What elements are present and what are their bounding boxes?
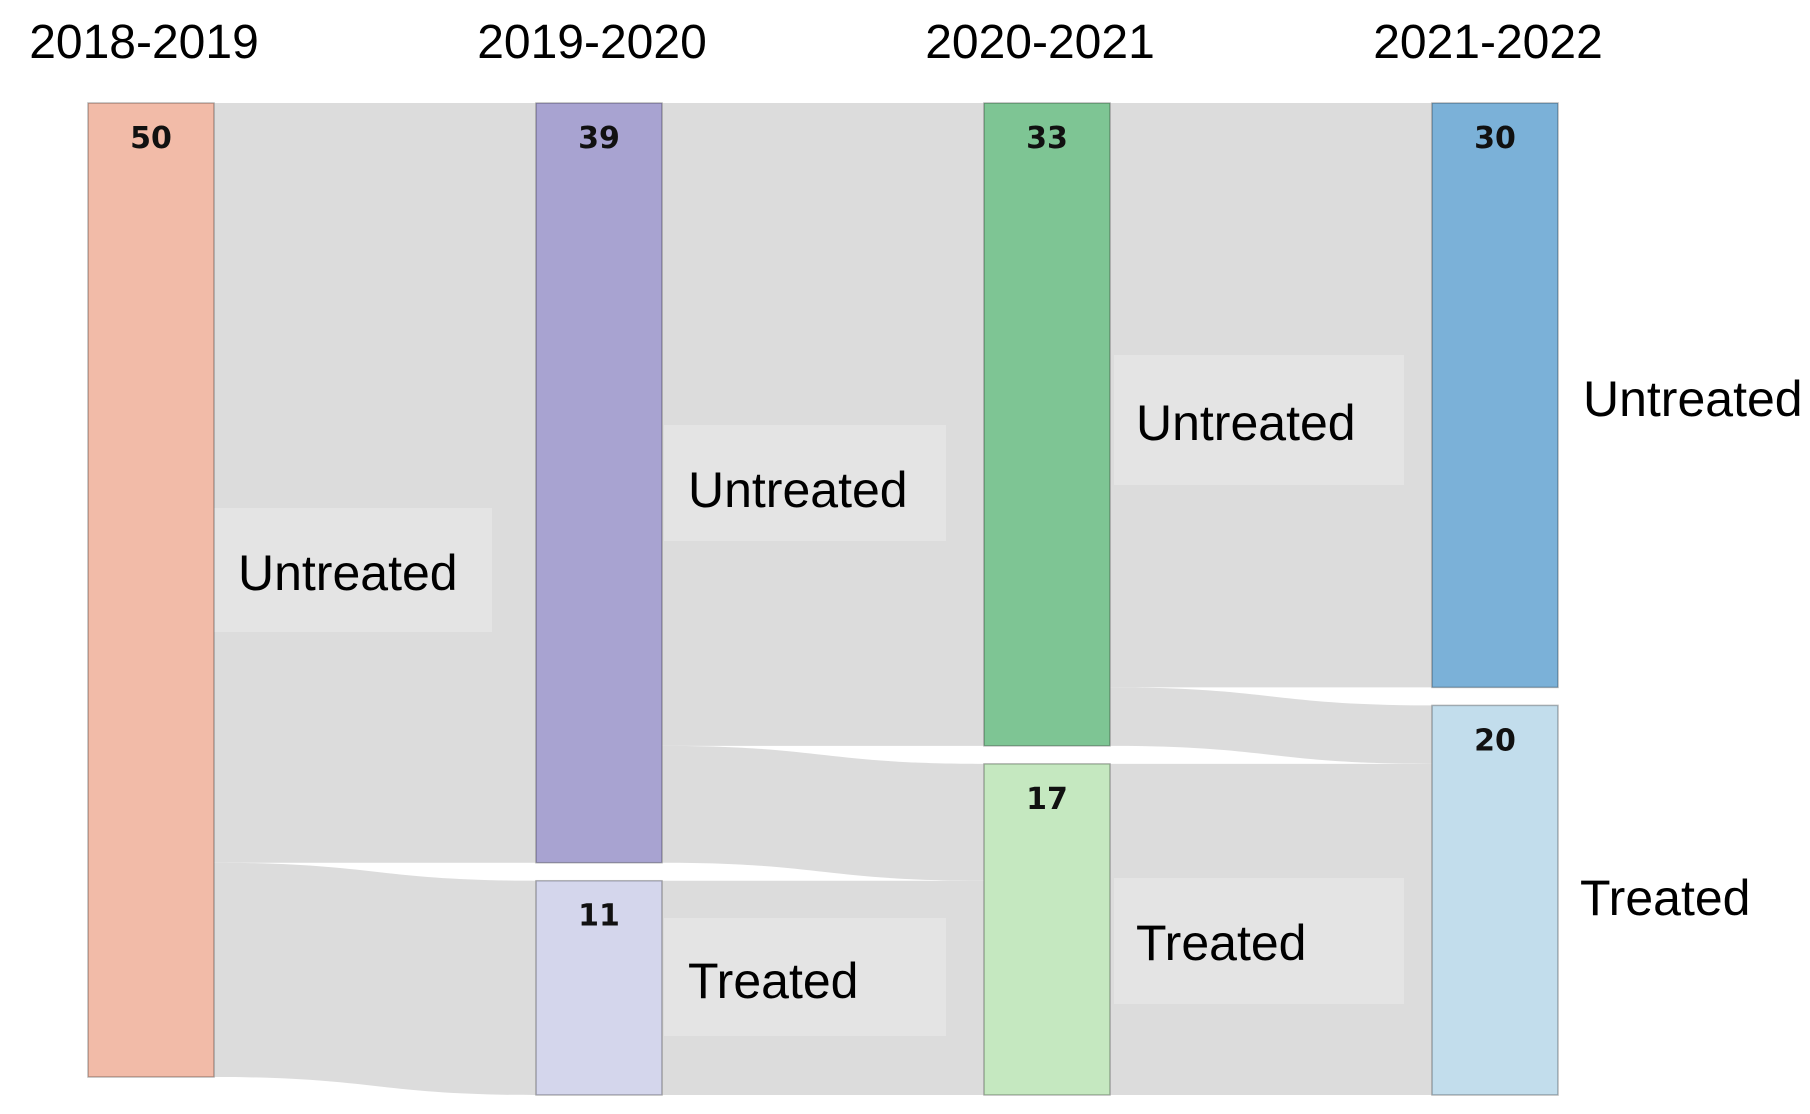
node-c2_untreated — [983, 102, 1111, 747]
node-value-c3_untreated: 30 — [1474, 121, 1516, 156]
label-untreated-2019-2020: Untreated — [688, 462, 908, 518]
label-treated-2019-2020: Treated — [688, 953, 858, 1009]
flow-c2_untreated-to-c3_treated — [1110, 687, 1432, 764]
node-c3_untreated — [1431, 102, 1559, 689]
label-treated-2020-2021: Treated — [1136, 915, 1306, 971]
label-untreated-2020-2021: Untreated — [1136, 395, 1356, 451]
label-background-1 — [664, 425, 946, 541]
nodes-layer: 50 39 11 33 17 30 20 — [87, 102, 1559, 1096]
label-background-3 — [1114, 355, 1404, 485]
label-untreated-2018-2019: Untreated — [238, 545, 458, 601]
flow-c1_untreated-to-c2_treated — [662, 745, 984, 881]
label-untreated-2021-2022: Untreated — [1583, 371, 1803, 427]
flow-c1_untreated-to-c2_untreated — [662, 103, 984, 746]
label-background-2 — [664, 918, 946, 1036]
node-value-c1_treated: 11 — [578, 899, 620, 934]
node-c0_untreated — [87, 102, 215, 1078]
node-value-c1_untreated: 39 — [578, 121, 620, 156]
node-value-c3_treated: 20 — [1474, 723, 1516, 758]
node-c1_untreated — [535, 102, 663, 864]
column-title-2018-2019: 2018-2019 — [29, 16, 259, 69]
node-c2_treated — [983, 763, 1111, 1096]
node-value-c2_treated: 17 — [1026, 782, 1068, 817]
label-background-4 — [1114, 878, 1404, 1004]
column-title-2020-2021: 2020-2021 — [925, 16, 1155, 69]
node-c1_treated — [535, 879, 663, 1096]
column-title-2021-2022: 2021-2022 — [1373, 16, 1603, 69]
node-c3_treated — [1431, 704, 1559, 1096]
column-title-2019-2020: 2019-2020 — [477, 16, 707, 69]
label-treated-2021-2022: Treated — [1580, 870, 1750, 926]
node-value-c2_untreated: 33 — [1026, 121, 1068, 156]
label-background-0 — [214, 508, 492, 632]
label-backgrounds — [214, 355, 1404, 1036]
flow-c0_untreated-to-c1_untreated — [214, 103, 536, 863]
flow-c0_untreated-to-c1_treated — [214, 862, 536, 1095]
node-value-c0_untreated: 50 — [130, 121, 172, 156]
